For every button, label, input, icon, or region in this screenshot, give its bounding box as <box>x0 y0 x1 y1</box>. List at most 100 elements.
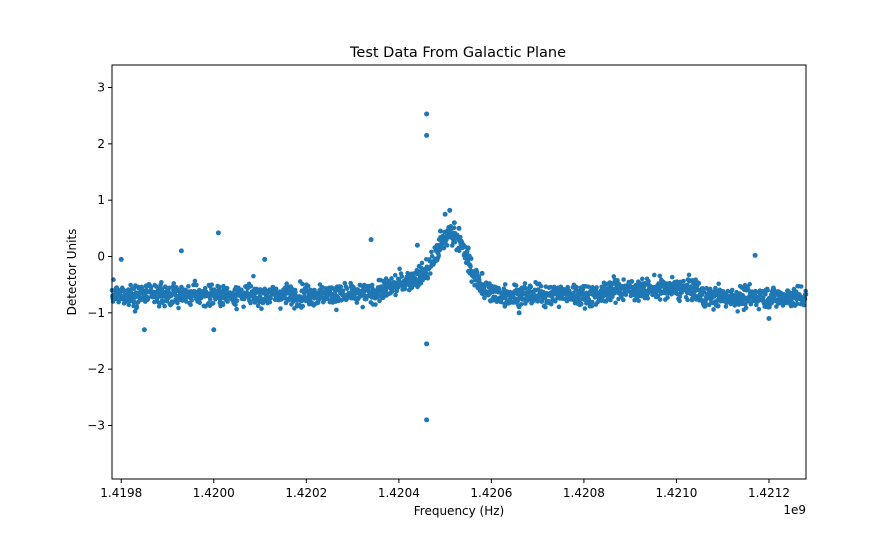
data-point <box>220 302 226 308</box>
data-point <box>456 248 462 254</box>
data-point <box>729 287 735 293</box>
data-point <box>434 246 439 252</box>
data-point <box>224 285 230 291</box>
data-point <box>586 284 591 290</box>
data-point <box>516 310 522 316</box>
data-point <box>233 302 238 308</box>
data-point <box>538 283 544 289</box>
data-point <box>326 291 332 297</box>
data-point <box>424 341 430 347</box>
data-point <box>268 295 273 301</box>
data-point <box>428 271 433 276</box>
data-point <box>202 285 208 291</box>
data-point <box>594 285 599 290</box>
data-point <box>611 274 617 279</box>
data-point <box>211 327 217 333</box>
data-point <box>752 252 758 258</box>
x-tick-label: 1.4210 <box>655 486 697 500</box>
data-point <box>414 242 420 248</box>
data-point <box>161 298 166 304</box>
data-point <box>519 301 524 307</box>
data-point <box>696 280 702 286</box>
x-axis-offset-label: 1e9 <box>783 503 806 517</box>
data-point <box>476 277 482 283</box>
x-tick-label: 1.4204 <box>378 486 420 500</box>
data-point <box>128 282 133 288</box>
data-point <box>360 304 366 310</box>
data-point <box>522 281 528 286</box>
data-point <box>677 294 683 299</box>
data-point <box>608 297 613 303</box>
data-point <box>465 245 471 251</box>
data-point <box>436 253 442 259</box>
data-point <box>787 290 793 295</box>
plot-frame <box>111 64 807 480</box>
data-point <box>216 290 222 295</box>
data-point <box>293 290 298 295</box>
x-axis-ticks: 1.4198 1.4200 1.4202 1.4204 1.4206 1.4208 1.42… <box>100 479 790 500</box>
data-point <box>801 302 807 308</box>
data-point <box>114 296 119 302</box>
data-point <box>267 299 273 305</box>
data-point <box>393 292 398 298</box>
data-point <box>468 256 474 261</box>
data-point <box>390 289 395 294</box>
data-point <box>255 303 261 309</box>
y-axis-label: Detector Units <box>65 229 79 316</box>
data-point <box>678 287 684 293</box>
data-point <box>685 297 690 303</box>
data-point <box>513 283 519 288</box>
data-point <box>582 306 588 311</box>
data-point <box>565 284 571 290</box>
data-point <box>305 283 311 289</box>
data-point <box>493 284 499 290</box>
data-point <box>701 289 707 295</box>
data-point <box>239 287 244 293</box>
data-point <box>646 278 651 284</box>
data-point <box>418 265 424 271</box>
data-point <box>175 300 180 306</box>
data-point <box>452 239 458 245</box>
data-point <box>248 283 254 289</box>
data-point <box>442 211 448 217</box>
data-point <box>482 295 487 301</box>
data-point <box>437 247 443 253</box>
data-point <box>300 281 305 287</box>
data-points <box>109 111 809 423</box>
data-point <box>636 298 641 304</box>
data-point <box>451 225 457 231</box>
data-point <box>669 274 675 280</box>
data-point <box>665 295 670 300</box>
y-axis-ticks: 3 2 1 0 −1 −2 −3 <box>87 81 112 432</box>
data-point <box>159 280 164 285</box>
data-point <box>589 299 595 305</box>
data-point <box>344 286 350 291</box>
data-point <box>502 282 508 287</box>
y-tick-label: 2 <box>97 137 105 151</box>
data-point <box>354 300 360 305</box>
data-point <box>711 307 716 312</box>
data-point <box>794 301 800 307</box>
data-point <box>743 305 749 311</box>
data-point <box>620 297 626 303</box>
data-point <box>320 285 325 290</box>
data-point <box>209 282 215 287</box>
data-point <box>735 309 740 314</box>
data-point <box>798 284 804 289</box>
data-point <box>145 296 151 301</box>
x-tick-label: 1.4200 <box>193 486 235 500</box>
data-point <box>645 295 651 301</box>
x-tick-label: 1.4202 <box>285 486 327 500</box>
data-point <box>681 278 686 284</box>
data-point <box>369 282 375 288</box>
data-point <box>523 286 528 291</box>
data-point <box>241 304 246 310</box>
data-point <box>457 234 463 240</box>
data-point <box>802 297 808 302</box>
data-point <box>334 307 339 313</box>
data-point <box>340 288 346 293</box>
data-point <box>273 286 279 292</box>
data-point <box>590 285 595 290</box>
data-point <box>134 304 140 309</box>
